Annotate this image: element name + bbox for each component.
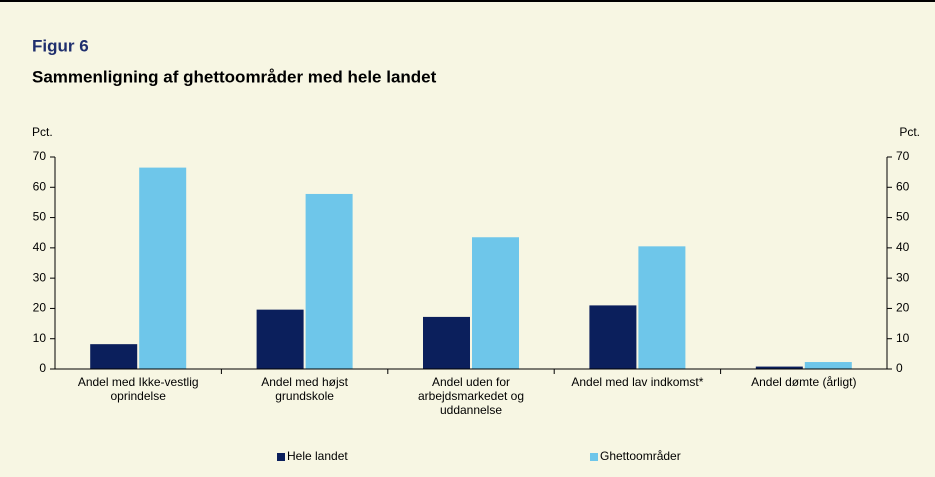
bar xyxy=(256,309,304,369)
bar xyxy=(423,316,470,369)
bar xyxy=(755,366,803,369)
y2-tick-label: 20 xyxy=(896,301,910,315)
y2-tick-label: 50 xyxy=(896,210,910,224)
y2-tick-label: 60 xyxy=(896,179,910,193)
bar xyxy=(589,305,637,369)
y-axis-label: Pct. xyxy=(32,125,53,139)
y2-tick-label: 30 xyxy=(896,270,910,284)
x-tick-label: Andel med højst grundskole xyxy=(261,375,348,403)
bar xyxy=(638,246,686,369)
chart-title: Figur 6 xyxy=(32,36,89,55)
legend-swatch xyxy=(277,453,285,461)
legend-label: Ghettoområder xyxy=(600,449,681,463)
bar xyxy=(305,193,353,369)
y-tick-label: 0 xyxy=(39,361,46,375)
bar xyxy=(139,167,187,369)
y-tick-label: 60 xyxy=(33,179,47,193)
y2-tick-label: 10 xyxy=(896,331,910,345)
y2-tick-label: 70 xyxy=(896,149,910,163)
bar xyxy=(472,237,519,369)
y2-axis-label: Pct. xyxy=(899,125,920,139)
legend-label: Hele landet xyxy=(287,449,348,463)
legend-swatch xyxy=(590,453,598,461)
bar xyxy=(90,344,138,369)
x-tick-label: Andel uden for arbejdsmarkedet og uddannel… xyxy=(418,375,524,417)
y2-tick-label: 0 xyxy=(896,361,903,375)
x-tick-label: Andel med Ikke-vestlig oprindelse xyxy=(78,375,199,403)
y-tick-label: 20 xyxy=(33,301,47,315)
y2-tick-label: 40 xyxy=(896,240,910,254)
y-tick-label: 10 xyxy=(33,331,47,345)
x-tick-label: Andel med lav indkomst* xyxy=(571,375,703,389)
y-tick-label: 50 xyxy=(33,210,47,224)
bar xyxy=(804,362,852,369)
y-tick-label: 40 xyxy=(33,240,47,254)
y-tick-label: 30 xyxy=(33,270,47,284)
chart-subtitle: Sammenligning af ghettoområder med hele … xyxy=(32,67,437,86)
y-tick-label: 70 xyxy=(33,149,47,163)
x-tick-label: Andel dømte (årligt) xyxy=(751,375,856,389)
